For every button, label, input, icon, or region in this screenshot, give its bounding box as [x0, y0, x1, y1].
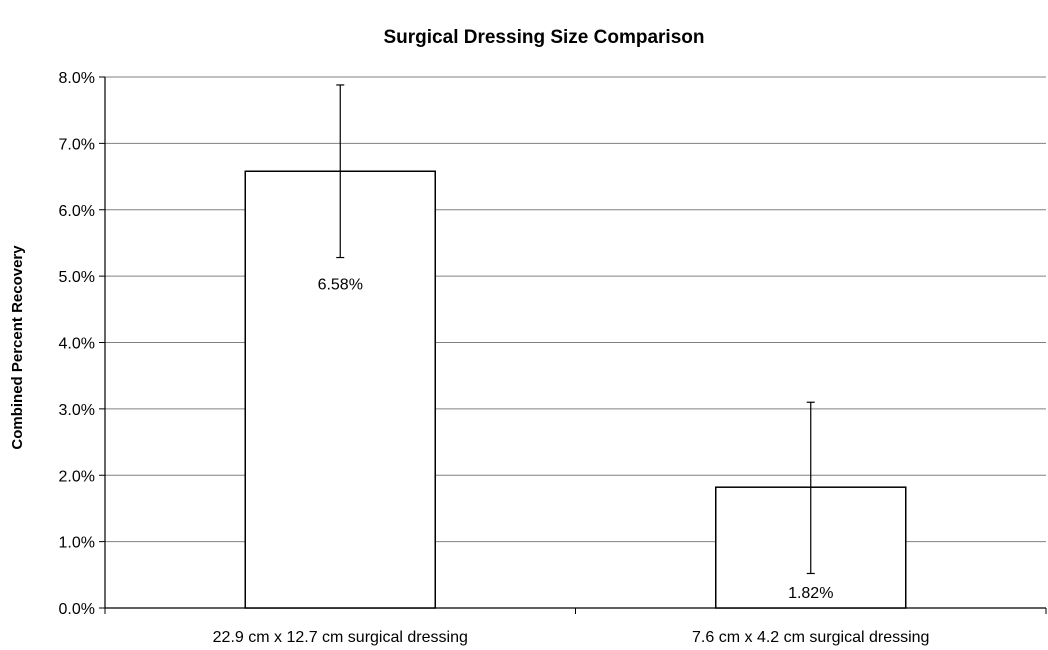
y-tick-label: 6.0%: [59, 203, 95, 220]
y-tick-label: 5.0%: [59, 269, 95, 286]
labels: 0.0% 1.0% 2.0% 3.0% 4.0% 5.0% 6.0% 7.0% 8.0% 6.58…: [59, 70, 930, 646]
y-tick-label: 1.0%: [59, 535, 95, 552]
x-tick-label: 7.6 cm x 4.2 cm surgical dressing: [692, 629, 929, 646]
y-tick-label: 3.0%: [59, 402, 95, 419]
y-axis-label: Combined Percent Recovery: [9, 245, 26, 450]
data-label: 6.58%: [318, 276, 363, 293]
y-tick-label: 4.0%: [59, 336, 95, 353]
chart-title: Surgical Dressing Size Comparison: [384, 27, 705, 48]
y-tick-label: 8.0%: [59, 70, 95, 87]
bars: [244, 84, 907, 609]
x-tick-label: 22.9 cm x 12.7 cm surgical dressing: [213, 629, 468, 646]
data-label: 1.82%: [788, 585, 833, 602]
y-tick-label: 0.0%: [59, 601, 95, 618]
y-tick-label: 2.0%: [59, 468, 95, 485]
y-tick-label: 7.0%: [59, 136, 95, 153]
